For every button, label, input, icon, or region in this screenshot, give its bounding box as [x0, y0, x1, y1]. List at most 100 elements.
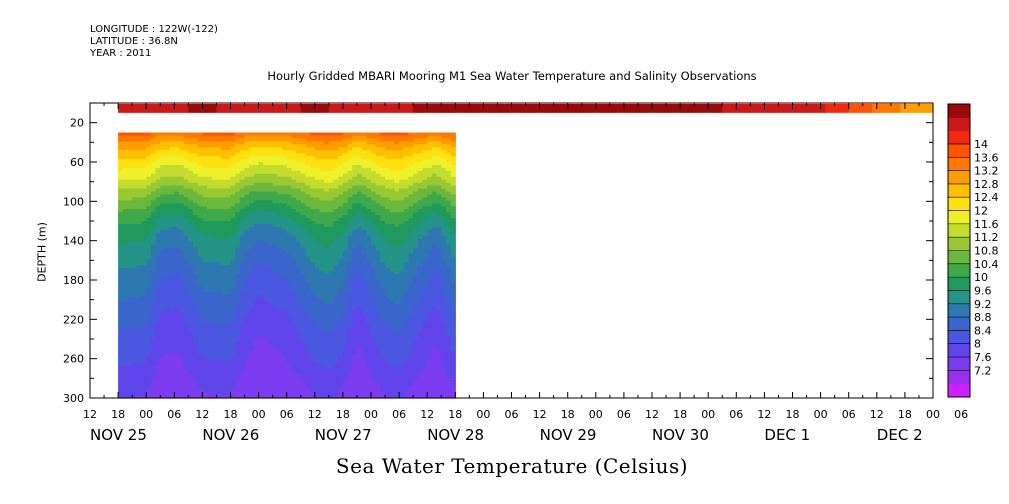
profile-cell	[267, 353, 274, 358]
profile-cell	[188, 232, 194, 237]
profile-cell	[338, 200, 344, 204]
profile-cell	[253, 235, 260, 240]
profile-cell	[361, 138, 367, 142]
profile-cell	[342, 395, 349, 399]
profile-cell	[235, 309, 241, 314]
profile-cell	[150, 312, 157, 316]
profile-cell	[150, 344, 157, 349]
surface-cell	[417, 103, 424, 113]
profile-cell	[216, 312, 222, 316]
profile-cell	[314, 389, 321, 393]
surface-cell	[815, 103, 822, 113]
profile-cell	[291, 356, 297, 361]
profile-cell	[352, 280, 358, 284]
profile-cell	[122, 226, 129, 231]
profile-cell	[263, 395, 269, 399]
profile-cell	[272, 153, 278, 157]
profile-cell	[267, 138, 274, 142]
profile-cell	[127, 229, 133, 234]
profile-cell	[122, 153, 129, 157]
profile-cell	[277, 150, 283, 154]
profile-cell	[356, 339, 363, 343]
profile-cell	[347, 156, 353, 160]
profile-cell	[132, 303, 138, 308]
profile-cell	[127, 395, 133, 399]
profile-cell	[333, 327, 339, 331]
surface-cell	[211, 103, 218, 113]
profile-cell	[136, 318, 143, 322]
profile-cell	[235, 327, 241, 331]
profile-cell	[193, 262, 199, 266]
profile-cell	[244, 250, 250, 255]
profile-cell	[342, 339, 349, 343]
profile-cell	[333, 347, 339, 352]
profile-cell	[319, 321, 325, 325]
profile-cell	[347, 327, 353, 331]
profile-cell	[178, 200, 185, 204]
profile-cell	[193, 156, 199, 160]
profile-cell	[296, 229, 302, 234]
profile-cell	[249, 315, 255, 319]
profile-cell	[174, 368, 180, 373]
profile-cell	[155, 170, 161, 175]
profile-cell	[258, 256, 264, 260]
profile-cell	[216, 389, 222, 393]
profile-cell	[225, 179, 232, 184]
profile-cell	[164, 341, 171, 346]
profile-cell	[230, 356, 236, 361]
profile-cell	[244, 383, 250, 387]
profile-cell	[305, 188, 311, 193]
profile-cell	[146, 167, 152, 172]
profile-cell	[333, 368, 339, 373]
profile-cell	[164, 303, 171, 308]
profile-cell	[277, 271, 283, 275]
profile-cell	[118, 253, 124, 257]
profile-cell	[197, 265, 203, 269]
profile-cell	[193, 159, 199, 163]
profile-cell	[221, 277, 227, 281]
profile-cell	[183, 277, 189, 281]
profile-cell	[188, 386, 194, 390]
profile-cell	[136, 377, 143, 381]
profile-cell	[230, 321, 236, 325]
profile-cell	[118, 147, 124, 151]
profile-cell	[178, 182, 185, 187]
profile-cell	[216, 282, 222, 287]
profile-cell	[324, 377, 330, 381]
profile-cell	[338, 223, 344, 228]
profile-cell	[272, 294, 278, 299]
profile-cell	[178, 197, 185, 201]
surface-cell	[548, 103, 555, 113]
profile-cell	[141, 344, 147, 349]
profile-cell	[132, 247, 138, 252]
profile-cell	[118, 294, 124, 299]
profile-cell	[164, 235, 171, 240]
profile-cell	[216, 383, 222, 387]
profile-cell	[361, 356, 367, 361]
profile-cell	[216, 215, 222, 219]
profile-cell	[183, 259, 189, 263]
profile-cell	[352, 229, 358, 234]
profile-cell	[305, 197, 311, 201]
profile-cell	[193, 200, 199, 204]
profile-cell	[347, 262, 353, 266]
profile-cell	[286, 347, 292, 352]
profile-cell	[118, 353, 124, 358]
profile-cell	[286, 179, 292, 184]
profile-cell	[122, 259, 129, 263]
profile-cell	[202, 339, 208, 343]
profile-cell	[164, 285, 171, 290]
profile-cell	[174, 159, 180, 163]
surface-cell	[516, 103, 522, 113]
profile-cell	[211, 356, 218, 361]
profile-cell	[164, 141, 171, 145]
profile-cell	[286, 215, 292, 219]
profile-cell	[352, 291, 358, 296]
profile-cell	[333, 147, 339, 151]
profile-cell	[197, 380, 203, 384]
profile-cell	[305, 164, 311, 169]
profile-cell	[324, 244, 330, 249]
profile-cell	[197, 315, 203, 319]
surface-cell	[764, 103, 770, 113]
profile-cell	[155, 215, 161, 219]
